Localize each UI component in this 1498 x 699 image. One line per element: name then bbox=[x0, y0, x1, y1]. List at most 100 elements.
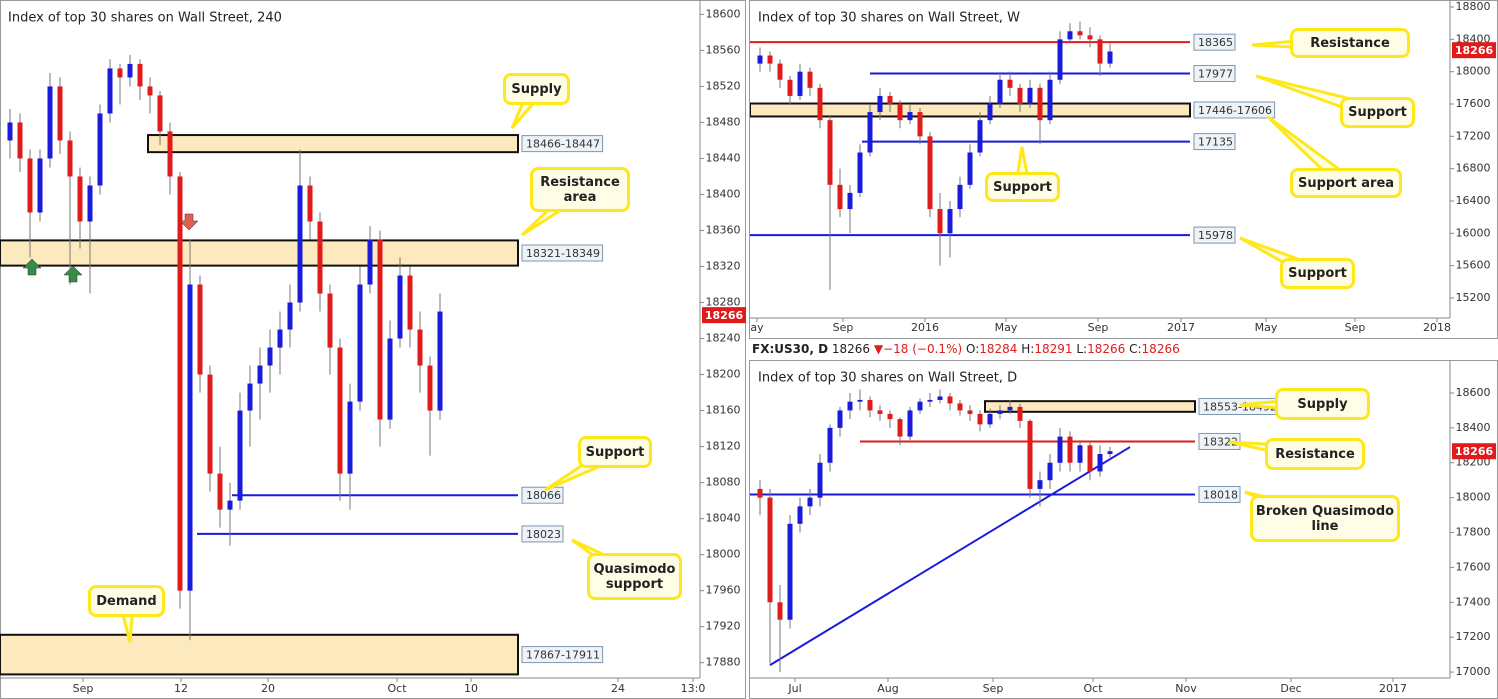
x-tick-label: Nov bbox=[1175, 682, 1197, 695]
candle-body bbox=[837, 184, 843, 210]
callout: Supply bbox=[503, 73, 570, 105]
candle-body bbox=[367, 239, 373, 285]
callout: Support bbox=[578, 436, 652, 468]
candle-body bbox=[1017, 87, 1023, 105]
callout: Resistance bbox=[1290, 28, 1410, 58]
candle-body bbox=[947, 396, 953, 404]
zone-label-box bbox=[521, 135, 604, 153]
candle-body bbox=[867, 399, 873, 411]
candle-body bbox=[1047, 79, 1053, 121]
callout: Support bbox=[1280, 258, 1355, 289]
candle-body bbox=[817, 87, 823, 121]
last-price-tag bbox=[1452, 443, 1496, 460]
trendline bbox=[769, 446, 1131, 666]
y-tick-label: 18160 bbox=[706, 404, 741, 417]
candle-body bbox=[847, 401, 853, 411]
level-label: 17977 bbox=[1198, 68, 1233, 81]
candle-body bbox=[757, 55, 763, 64]
candle-body bbox=[1057, 39, 1063, 80]
x-tick-label: Oct bbox=[1083, 682, 1103, 695]
callout: Quasimodo support bbox=[587, 553, 682, 600]
zone bbox=[984, 400, 1196, 413]
zone-label: 18321-18349 bbox=[526, 247, 600, 260]
y-tick-label: 18440 bbox=[706, 151, 741, 164]
candle-body bbox=[857, 399, 863, 402]
candle-body bbox=[797, 506, 803, 524]
plot-area bbox=[750, 389, 1196, 673]
candle-body bbox=[47, 86, 53, 159]
level-label: 17135 bbox=[1198, 136, 1233, 149]
y-tick-label: 18000 bbox=[1456, 65, 1491, 78]
candle-body bbox=[297, 185, 303, 303]
candle-body bbox=[287, 302, 293, 330]
y-tick-label: 18520 bbox=[706, 79, 741, 92]
x-tick-label: Sep bbox=[983, 682, 1004, 695]
candle-body bbox=[1077, 31, 1083, 36]
ohlc: O:18284 H:18291 L:18266 C:18266 bbox=[966, 342, 1180, 356]
candle-body bbox=[1087, 35, 1093, 40]
candle-body bbox=[1067, 31, 1073, 40]
candle-body bbox=[867, 112, 873, 153]
candle-body bbox=[907, 112, 913, 121]
last-price-label: 18266 bbox=[1455, 44, 1494, 57]
candle-body bbox=[157, 95, 163, 132]
candle-body bbox=[117, 68, 123, 78]
candle-body bbox=[227, 500, 233, 510]
x-tick-label: May bbox=[1255, 321, 1278, 334]
candle-body bbox=[197, 284, 203, 375]
zone bbox=[147, 134, 519, 154]
candle-body bbox=[777, 63, 783, 80]
candle-body bbox=[987, 413, 993, 425]
candle-body bbox=[87, 185, 93, 222]
last-price-tag bbox=[1452, 42, 1496, 59]
level-label-box bbox=[1193, 226, 1236, 244]
candle-body bbox=[217, 473, 223, 510]
ohlc-value: 18266 bbox=[1087, 342, 1126, 356]
candle-body bbox=[977, 120, 983, 153]
candle-body bbox=[827, 427, 833, 463]
candle-body bbox=[1037, 87, 1043, 121]
candle-body bbox=[1097, 454, 1103, 472]
candle-body bbox=[877, 410, 883, 414]
chart-title: Index of top 30 shares on Wall Street, W bbox=[758, 11, 1020, 26]
x-tick-label: Sep bbox=[833, 321, 854, 334]
candle-body bbox=[77, 176, 83, 222]
x-tick-label: Aug bbox=[877, 682, 898, 695]
candle-body bbox=[787, 79, 793, 96]
candle-body bbox=[777, 602, 783, 620]
candle-body bbox=[167, 131, 173, 177]
symbol: FX:US30, D bbox=[752, 342, 829, 356]
candle-body bbox=[927, 399, 933, 402]
ohlc-label: O: bbox=[965, 342, 980, 356]
candle-body bbox=[887, 95, 893, 105]
candle-body bbox=[377, 239, 383, 420]
candle-body bbox=[827, 120, 833, 185]
candle-body bbox=[337, 347, 343, 474]
candle-body bbox=[27, 158, 33, 213]
candle-body bbox=[907, 410, 913, 437]
price: 18266 bbox=[831, 342, 871, 356]
y-tick-label: 18000 bbox=[706, 548, 741, 561]
y-tick-label: 15600 bbox=[1456, 259, 1491, 272]
callout: Supply bbox=[1275, 388, 1370, 420]
candle-body bbox=[787, 523, 793, 620]
candle-body bbox=[257, 365, 263, 384]
candle-body bbox=[1077, 445, 1083, 463]
zone bbox=[750, 102, 1191, 118]
x-tick-label: Jul bbox=[787, 682, 801, 695]
y-tick-label: 18400 bbox=[1456, 32, 1491, 45]
candle-body bbox=[987, 104, 993, 121]
candle-body bbox=[427, 365, 433, 411]
callout: Broken Quasimodo line bbox=[1250, 495, 1400, 542]
zone-label: 17867-17911 bbox=[526, 649, 600, 662]
candle-body bbox=[937, 209, 943, 234]
candle-body bbox=[937, 396, 943, 400]
level-label-box bbox=[1193, 65, 1236, 83]
candle-body bbox=[67, 140, 73, 177]
candle-body bbox=[847, 192, 853, 210]
x-tick-label: 2017 bbox=[1379, 682, 1407, 695]
level-label-box bbox=[1193, 133, 1236, 151]
y-tick-label: 18600 bbox=[1456, 386, 1491, 399]
candle-body bbox=[957, 184, 963, 210]
